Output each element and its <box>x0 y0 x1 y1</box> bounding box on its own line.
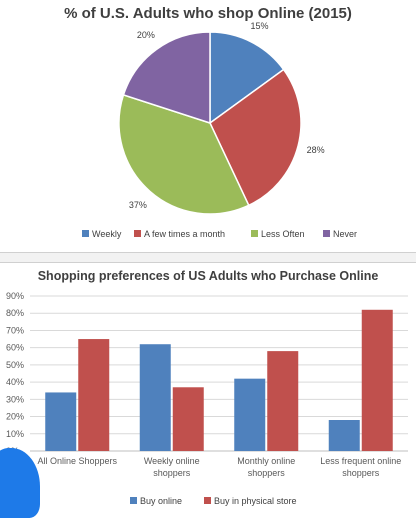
x-category-label-2-1: shoppers <box>248 468 286 478</box>
x-category-label-2-0: Monthly online <box>237 456 295 466</box>
pie-panel: % of U.S. Adults who shop Online (2015) … <box>0 0 416 253</box>
y-tick-label-1: 10% <box>6 429 24 439</box>
bar-0-3 <box>328 420 360 451</box>
pie-data-label-0: 15% <box>250 21 268 31</box>
pie-legend-label-3: Never <box>333 229 357 239</box>
pie-legend-label-0: Weekly <box>92 229 122 239</box>
pie-legend-swatch-3 <box>323 230 330 237</box>
pie-legend-label-2: Less Often <box>261 229 305 239</box>
y-tick-label-5: 50% <box>6 360 24 370</box>
y-tick-label-9: 90% <box>6 291 24 301</box>
bar-0-1 <box>139 344 171 451</box>
pie-legend-swatch-2 <box>251 230 258 237</box>
bar-0-0 <box>45 392 77 451</box>
x-category-label-3-1: shoppers <box>342 468 380 478</box>
y-tick-label-3: 30% <box>6 394 24 404</box>
pie-slice-1 <box>209 68 302 207</box>
x-category-label-3-0: Less frequent online <box>320 456 401 466</box>
y-tick-label-6: 60% <box>6 343 24 353</box>
y-tick-label-4: 40% <box>6 377 24 387</box>
pie-legend-swatch-1 <box>134 230 141 237</box>
pie-chart: % of U.S. Adults who shop Online (2015) … <box>64 5 357 239</box>
bar-legend-label-1: Buy in physical store <box>214 496 297 506</box>
y-tick-label-2: 20% <box>6 412 24 422</box>
bar-panel: Shopping preferences of US Adults who Pu… <box>0 262 416 513</box>
pie-data-label-3: 20% <box>137 30 155 40</box>
bar-chart-title: Shopping preferences of US Adults who Pu… <box>38 269 379 283</box>
bar-1-2 <box>267 351 299 451</box>
pie-data-label-1: 28% <box>307 145 325 155</box>
bar-chart: Shopping preferences of US Adults who Pu… <box>6 269 408 506</box>
bar-1-1 <box>172 387 204 451</box>
x-category-label-1-1: shoppers <box>153 468 191 478</box>
y-tick-label-8: 80% <box>6 308 24 318</box>
pie-data-label-2: 37% <box>129 200 147 210</box>
pie-legend-swatch-0 <box>82 230 89 237</box>
x-category-label-0-0: All Online Shoppers <box>37 456 117 466</box>
bar-legend-label-0: Buy online <box>140 496 182 506</box>
bar-0-2 <box>234 378 266 451</box>
pie-slice-0 <box>209 31 285 125</box>
bar-1-0 <box>78 339 110 451</box>
bar-1-3 <box>361 309 393 451</box>
x-category-label-1-0: Weekly online <box>144 456 200 466</box>
panel-gap <box>0 253 416 262</box>
pie-legend-label-1: A few times a month <box>144 229 225 239</box>
bar-legend-swatch-1 <box>204 497 211 504</box>
pie-slice-3 <box>122 31 211 125</box>
pie-chart-title: % of U.S. Adults who shop Online (2015) <box>64 5 352 22</box>
pie-slice-2 <box>118 93 250 215</box>
bar-legend-swatch-0 <box>130 497 137 504</box>
y-tick-label-7: 70% <box>6 325 24 335</box>
